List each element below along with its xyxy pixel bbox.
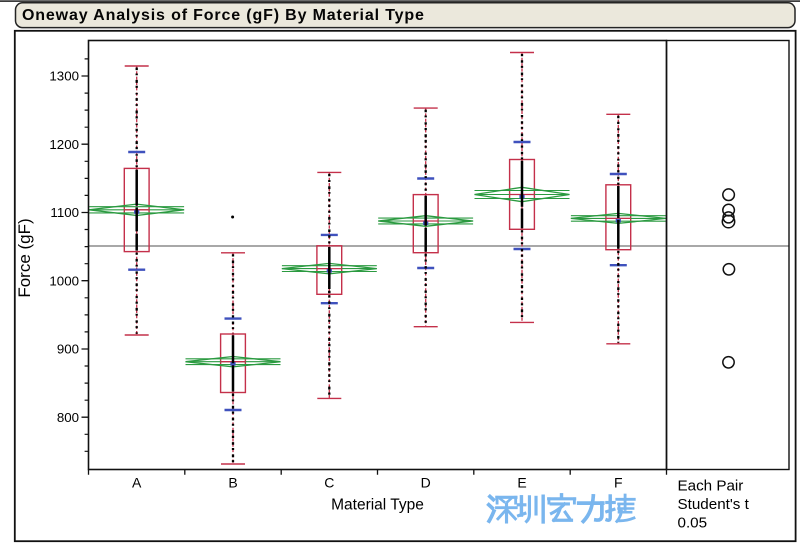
svg-text:C: C — [324, 475, 334, 491]
svg-text:Force (gF): Force (gF) — [15, 218, 34, 297]
svg-text:1200: 1200 — [49, 137, 79, 152]
svg-text:E: E — [517, 475, 526, 491]
svg-text:1300: 1300 — [49, 69, 79, 84]
svg-text:1100: 1100 — [50, 205, 79, 220]
svg-text:1000: 1000 — [49, 273, 79, 288]
svg-text:Oneway Analysis of Force (gF): Oneway Analysis of Force (gF) By Materia… — [22, 7, 425, 24]
svg-text:B: B — [228, 475, 237, 491]
svg-text:A: A — [132, 475, 142, 491]
svg-text:D: D — [421, 475, 431, 491]
svg-text:Material Type: Material Type — [331, 497, 424, 514]
svg-text:Student's t: Student's t — [678, 496, 750, 513]
svg-text:800: 800 — [57, 410, 79, 425]
svg-text:F: F — [614, 475, 623, 491]
svg-text:Each Pair: Each Pair — [678, 477, 744, 494]
svg-text:0.05: 0.05 — [678, 514, 708, 531]
svg-text:900: 900 — [57, 342, 79, 357]
